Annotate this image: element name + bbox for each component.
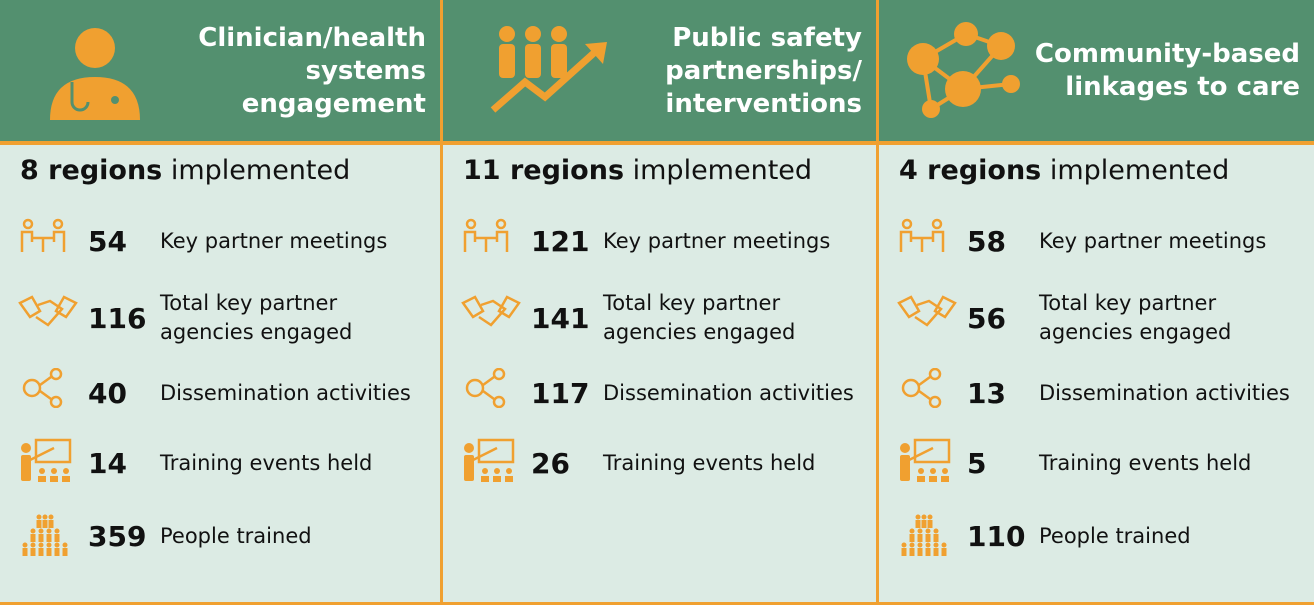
metric-row: 141 Total key partner agencies engaged: [461, 289, 873, 347]
metric-label: Training events held: [1039, 450, 1252, 475]
metric-icon: [897, 367, 963, 418]
metric-label: Key partner meetings: [1039, 228, 1267, 253]
column-body: 4 regions implemented 58 Key partner meeti…: [879, 145, 1314, 602]
regions-line: 8 regions implemented: [20, 155, 350, 186]
metric-label: Key partner meetings: [603, 228, 831, 253]
metric-row: 13 Dissemination activities: [897, 367, 1309, 418]
column-header: Clinician/health systems engagement: [0, 0, 440, 141]
metric-value: 58: [967, 224, 1006, 258]
metric-row: 110 People trained: [897, 511, 1309, 561]
metric-value: 116: [88, 301, 147, 335]
column-header: Public safety partnerships/ intervention…: [443, 0, 876, 141]
metric-row: 359 People trained: [18, 511, 430, 561]
metric-value: 56: [967, 301, 1006, 335]
metric-row: 121 Key partner meetings: [461, 216, 873, 266]
header-icon: [40, 22, 150, 126]
metric-icon: [897, 438, 963, 488]
metric-value: 14: [88, 446, 127, 480]
metric-value: 26: [531, 446, 570, 480]
metric-row: 14 Training events held: [18, 438, 430, 488]
regions-count: 8 regions: [20, 155, 163, 186]
metric-icon: [461, 293, 527, 343]
column-body: 11 regions implemented 121 Key partner mee…: [443, 145, 876, 602]
metric-row: 117 Dissemination activities: [461, 367, 873, 418]
metric-icon: [18, 293, 84, 343]
metric-label: People trained: [160, 523, 312, 548]
regions-text: implemented: [1049, 155, 1230, 186]
metric-label: Dissemination activities: [160, 380, 411, 405]
metric-row: 54 Key partner meetings: [18, 216, 430, 266]
metric-row: 56 Total key partner agencies engaged: [897, 289, 1309, 347]
metric-icon: [461, 367, 527, 418]
metric-label: Total key partner agencies engaged: [603, 291, 796, 344]
header-icon: [901, 14, 1026, 128]
metric-icon: [461, 216, 527, 266]
metric-label: Dissemination activities: [1039, 380, 1290, 405]
metric-value: 54: [88, 224, 127, 258]
metric-icon: [18, 438, 84, 488]
column-body: 8 regions implemented 54 Key partner meeti…: [0, 145, 440, 602]
regions-line: 11 regions implemented: [463, 155, 812, 186]
metric-value: 5: [967, 446, 987, 480]
metric-icon: [18, 367, 84, 418]
metric-label: Training events held: [160, 450, 373, 475]
metric-icon: [897, 293, 963, 343]
metric-label: Training events held: [603, 450, 816, 475]
metric-row: 58 Key partner meetings: [897, 216, 1309, 266]
metric-row: 116 Total key partner agencies engaged: [18, 289, 430, 347]
regions-text: implemented: [170, 155, 351, 186]
metric-icon: [897, 216, 963, 266]
metric-value: 117: [531, 376, 590, 410]
regions-count: 11 regions: [463, 155, 625, 186]
regions-text: implemented: [632, 155, 813, 186]
metric-label: People trained: [1039, 523, 1191, 548]
metric-label: Dissemination activities: [603, 380, 854, 405]
metric-value: 110: [967, 519, 1026, 553]
metric-icon: [461, 438, 527, 488]
header-title: Clinician/health systems engagement: [198, 23, 426, 119]
regions-count: 4 regions: [899, 155, 1042, 186]
column-header: Community-based linkages to care: [879, 0, 1314, 141]
metric-value: 13: [967, 376, 1006, 410]
metric-icon: [18, 511, 84, 561]
metric-label: Total key partner agencies engaged: [1039, 291, 1232, 344]
column: Clinician/health systems engagement 8 reg…: [0, 0, 440, 605]
metric-row: 5 Training events held: [897, 438, 1309, 488]
metric-icon: [18, 216, 84, 266]
metric-label: Total key partner agencies engaged: [160, 291, 353, 344]
column: Public safety partnerships/ intervention…: [443, 0, 876, 605]
metric-row: 40 Dissemination activities: [18, 367, 430, 418]
regions-line: 4 regions implemented: [899, 155, 1229, 186]
metric-label: Key partner meetings: [160, 228, 388, 253]
metric-row: 26 Training events held: [461, 438, 873, 488]
header-title: Public safety partnerships/ intervention…: [665, 23, 862, 119]
column: Community-based linkages to care 4 region…: [879, 0, 1314, 605]
header-title: Community-based linkages to care: [1034, 39, 1300, 102]
metric-icon: [897, 511, 963, 561]
metric-value: 359: [88, 519, 147, 553]
metric-value: 40: [88, 376, 127, 410]
metric-value: 121: [531, 224, 590, 258]
metric-value: 141: [531, 301, 590, 335]
header-icon: [485, 22, 615, 121]
